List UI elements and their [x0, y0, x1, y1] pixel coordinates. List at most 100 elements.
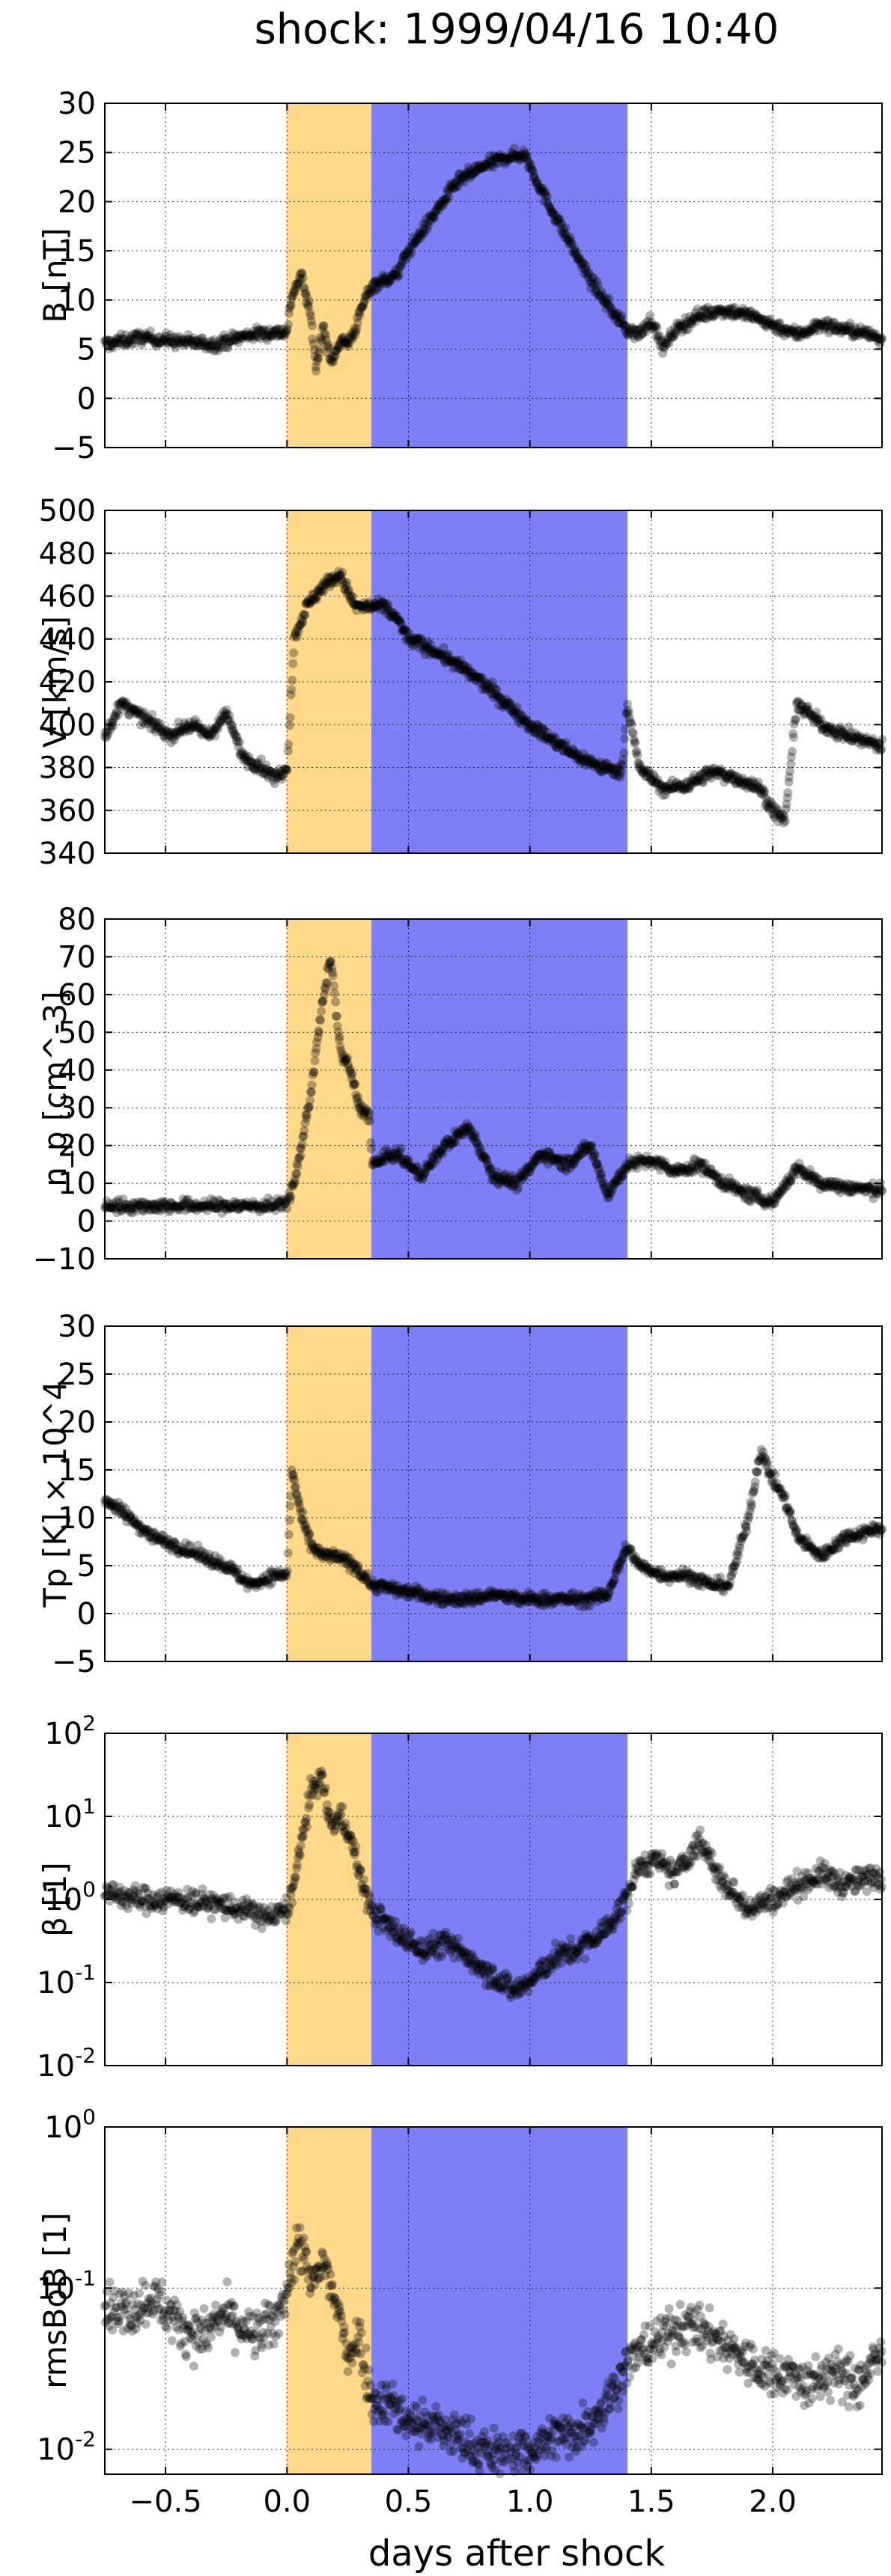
data-point: [314, 354, 323, 364]
data-point: [113, 335, 123, 345]
data-point: [170, 340, 180, 350]
data-point: [274, 331, 284, 341]
data-point: [317, 336, 327, 346]
data-point: [223, 343, 233, 352]
data-point: [453, 181, 463, 191]
data-point: [484, 151, 494, 161]
data-point: [262, 335, 272, 345]
data-point: [133, 332, 143, 341]
data-point: [210, 345, 220, 355]
data-point: [338, 1801, 347, 1811]
data-point: [333, 341, 343, 350]
data-point: [163, 337, 173, 347]
data-point: [267, 327, 277, 337]
data-point: [153, 337, 162, 347]
data-point: [536, 187, 546, 197]
data-point: [151, 341, 161, 351]
data-point: [270, 328, 279, 338]
data-point: [282, 1203, 292, 1213]
data-point: [219, 330, 229, 340]
data-point: [499, 153, 509, 162]
data-point: [425, 212, 434, 222]
data-point: [428, 211, 438, 221]
data-point: [301, 288, 311, 298]
data-point: [265, 331, 275, 341]
data-point: [240, 331, 250, 341]
data-point: [229, 329, 239, 339]
data-point: [249, 326, 259, 336]
data-point: [155, 338, 165, 348]
data-point: [377, 274, 386, 284]
data-point: [478, 163, 488, 173]
data-point: [446, 180, 455, 189]
data-point: [297, 268, 306, 278]
data-point: [464, 166, 474, 176]
data-point: [254, 326, 264, 335]
data-point: [481, 159, 491, 169]
data-point: [408, 232, 418, 242]
data-point: [320, 328, 329, 338]
data-point: [335, 1032, 344, 1042]
data-point: [407, 241, 417, 251]
data-point: [320, 331, 330, 341]
data-point: [265, 324, 275, 334]
y-axis-label: B [nT]: [37, 228, 73, 323]
data-point: [333, 344, 343, 353]
data-point: [617, 311, 627, 321]
data-point: [121, 330, 130, 340]
data-point: [788, 746, 797, 756]
data-point: [373, 278, 383, 288]
data-point: [383, 278, 393, 288]
data-point: [347, 1069, 357, 1078]
data-point: [524, 158, 534, 168]
data-point: [473, 165, 483, 174]
data-point: [419, 225, 428, 234]
data-point: [171, 343, 180, 352]
data-point: [492, 153, 502, 163]
data-point: [136, 332, 145, 341]
data-point: [213, 346, 223, 355]
y-tick-label: 480: [39, 537, 96, 571]
data-point: [194, 341, 204, 350]
data-point: [136, 329, 146, 339]
data-point: [177, 335, 187, 345]
data-point: [273, 323, 282, 333]
data-point: [131, 329, 141, 338]
data-point: [554, 213, 564, 223]
data-point: [225, 337, 234, 347]
data-point: [544, 201, 554, 211]
data-point: [342, 338, 352, 348]
data-point: [205, 344, 215, 354]
data-point: [248, 331, 258, 341]
data-point: [142, 331, 152, 341]
data-point: [444, 192, 454, 202]
data-point: [303, 302, 313, 312]
data-point: [377, 279, 387, 289]
data-point: [285, 301, 295, 311]
data-point: [504, 155, 514, 165]
data-point: [450, 180, 460, 189]
y-axis-label: n_p [cm^-3]: [37, 991, 73, 1186]
y-tick-label: 0: [77, 382, 96, 416]
y-tick-label: 70: [58, 940, 96, 974]
data-point: [428, 212, 437, 222]
data-point: [547, 208, 557, 218]
data-point: [310, 1056, 320, 1066]
data-point: [448, 183, 458, 193]
data-point: [107, 340, 117, 350]
data-point: [300, 289, 310, 299]
data-point: [305, 1096, 314, 1105]
data-point: [558, 228, 568, 238]
data-point: [413, 234, 422, 243]
data-point: [392, 271, 401, 281]
data-point: [355, 311, 365, 320]
data-point: [278, 324, 288, 334]
data-point: [548, 210, 558, 219]
data-point: [405, 243, 415, 253]
data-point: [128, 335, 138, 345]
data-point: [332, 1011, 341, 1021]
data-point: [368, 281, 377, 290]
data-point: [283, 1548, 293, 1558]
data-point: [186, 338, 195, 347]
